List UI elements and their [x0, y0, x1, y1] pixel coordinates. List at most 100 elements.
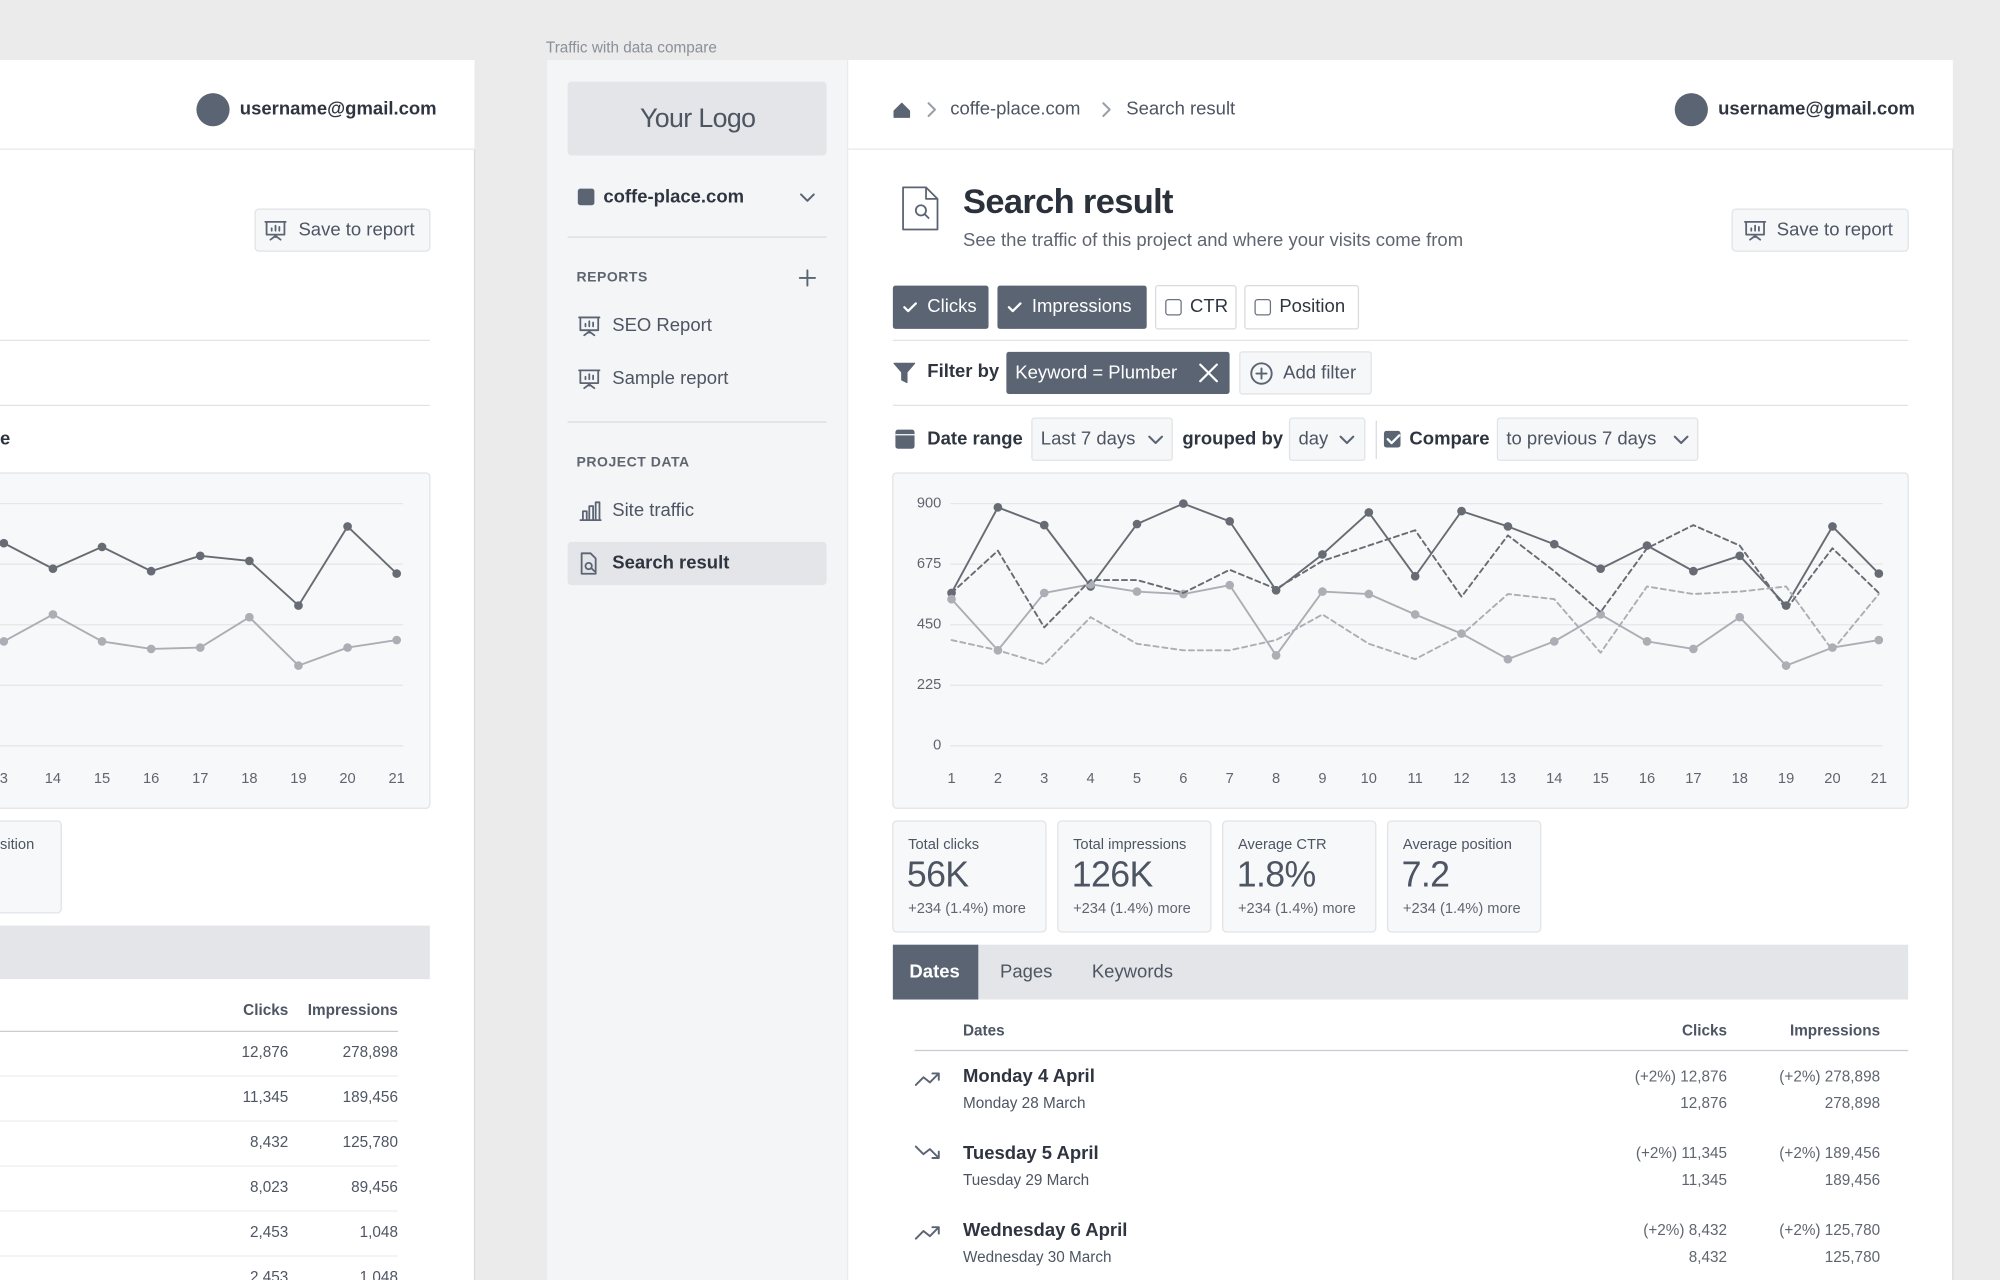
user-email: username@gmail.com	[240, 98, 437, 119]
section-heading: REPORTS	[577, 269, 648, 285]
row-clicks-prev: 12,876	[1680, 1095, 1727, 1112]
row-impressions-prev: 278,898	[1825, 1095, 1880, 1112]
tab-bar	[892, 944, 1909, 1000]
data-point	[1410, 571, 1420, 581]
table-cell: 1,048	[360, 1269, 398, 1280]
data-point	[1828, 643, 1837, 652]
stat-change: +234 (1.4%) more	[908, 901, 1026, 917]
x-tick-label: 20	[339, 771, 355, 787]
avatar	[1674, 93, 1708, 127]
stat-value: 56K	[907, 855, 969, 895]
report-icon	[1744, 220, 1767, 241]
data-point	[1039, 588, 1049, 598]
data-point	[392, 635, 402, 645]
metric-toggle[interactable]	[892, 285, 989, 329]
checkbox	[1254, 298, 1272, 316]
table-cell: 125,780	[343, 1134, 398, 1151]
stat-label: Average position	[1403, 837, 1512, 853]
date-label: grouped by	[1182, 428, 1283, 449]
table-cell: 8,023	[250, 1179, 288, 1196]
project-select[interactable]: coffe-place.com	[603, 186, 744, 207]
stat-card	[1222, 820, 1377, 933]
select-value[interactable]: to previous 7 days	[1506, 428, 1656, 449]
tab[interactable]: Keywords	[1092, 961, 1173, 982]
x-tick-label: 19	[290, 771, 306, 787]
tab[interactable]: Pages	[1000, 961, 1052, 982]
column-header: Impressions	[308, 1002, 398, 1019]
chevron-icon	[1148, 435, 1164, 445]
stat-value: 7.2	[1402, 855, 1450, 895]
x-tick-label: 4	[1087, 771, 1095, 787]
x-tick-label: 8	[1272, 771, 1280, 787]
row-impressions: (+2%) 125,780	[1779, 1222, 1880, 1239]
page-title: Search result	[963, 183, 1174, 221]
data-point	[245, 556, 254, 566]
save-button[interactable]	[1731, 208, 1909, 252]
trend-down-icon	[914, 1145, 940, 1159]
data-point	[1828, 522, 1837, 531]
row-compare-date: Tuesday 29 March	[963, 1172, 1089, 1189]
data-point	[48, 610, 58, 619]
row-impressions: (+2%) 189,456	[1779, 1145, 1880, 1162]
save-button[interactable]	[254, 208, 431, 252]
select-value[interactable]: Last 7 days	[1041, 428, 1136, 449]
metric-label[interactable]: Position	[1279, 295, 1345, 316]
nav-item[interactable]: SEO Report	[612, 314, 712, 335]
row-date: Tuesday 5 April	[963, 1142, 1099, 1163]
stat-label: sition	[0, 837, 34, 853]
stat-value: 126K	[1072, 855, 1154, 895]
data-point	[97, 542, 107, 552]
row-clicks: (+2%) 8,432	[1643, 1222, 1727, 1239]
save-button-label[interactable]: Save to report	[298, 219, 414, 240]
select[interactable]	[1496, 417, 1699, 461]
breadcrumb: Search result	[1126, 98, 1235, 119]
data-point	[1039, 520, 1049, 530]
select[interactable]	[1288, 417, 1366, 461]
filter-label: Filter by	[927, 360, 1000, 381]
data-point	[146, 644, 156, 654]
data-point	[1781, 661, 1791, 670]
y-tick-label: 225	[917, 677, 941, 693]
stat-label: Total impressions	[1073, 837, 1186, 853]
save-button-label[interactable]: Save to report	[1777, 219, 1893, 240]
data-point	[1642, 541, 1652, 550]
add-filter-button[interactable]	[1239, 351, 1372, 395]
data-point	[97, 637, 107, 646]
select-value[interactable]: day	[1298, 428, 1329, 449]
data-point	[1132, 587, 1142, 596]
x-tick-label: 14	[1546, 771, 1562, 787]
x-tick-label: 21	[1871, 771, 1887, 787]
filter-chip[interactable]	[1006, 351, 1230, 394]
filter-chip-label[interactable]: Keyword = Plumber	[1015, 361, 1177, 382]
row-clicks: (+2%) 12,876	[1635, 1068, 1727, 1085]
column-header: Clicks	[243, 1002, 288, 1019]
trend-up-icon	[914, 1226, 940, 1240]
data-point	[343, 643, 352, 652]
select[interactable]	[1031, 417, 1173, 461]
x-tick-label: 12	[1453, 771, 1469, 787]
add-filter-label[interactable]: Add filter	[1283, 361, 1356, 382]
nav-item[interactable]: Sample report	[612, 367, 728, 388]
x-tick-label: 16	[143, 771, 159, 787]
data-point	[1503, 522, 1513, 531]
nav-item[interactable]: Search result	[612, 551, 729, 572]
project-dot	[577, 188, 595, 206]
metric-label[interactable]: Clicks	[927, 295, 976, 316]
metric-label[interactable]: Impressions	[1032, 295, 1132, 316]
table-cell: 1,048	[360, 1224, 398, 1241]
metric-label[interactable]: CTR	[1190, 295, 1228, 316]
metric-toggle[interactable]	[1244, 284, 1360, 330]
metric-toggle[interactable]	[1154, 284, 1237, 330]
nav-item[interactable]: Site traffic	[612, 499, 694, 520]
data-point	[294, 661, 303, 670]
x-tick-label: 3	[1040, 771, 1048, 787]
checkbox[interactable]	[1383, 430, 1401, 448]
chevron-icon	[1673, 435, 1689, 445]
add-icon	[798, 269, 817, 287]
table-cell: 2,453	[250, 1269, 288, 1280]
metric-toggle[interactable]	[997, 285, 1147, 329]
breadcrumb[interactable]: coffe-place.com	[950, 98, 1080, 119]
row-clicks: (+2%) 11,345	[1636, 1145, 1727, 1162]
tab[interactable]: Dates	[909, 961, 959, 982]
stat-label: Average CTR	[1238, 837, 1327, 853]
